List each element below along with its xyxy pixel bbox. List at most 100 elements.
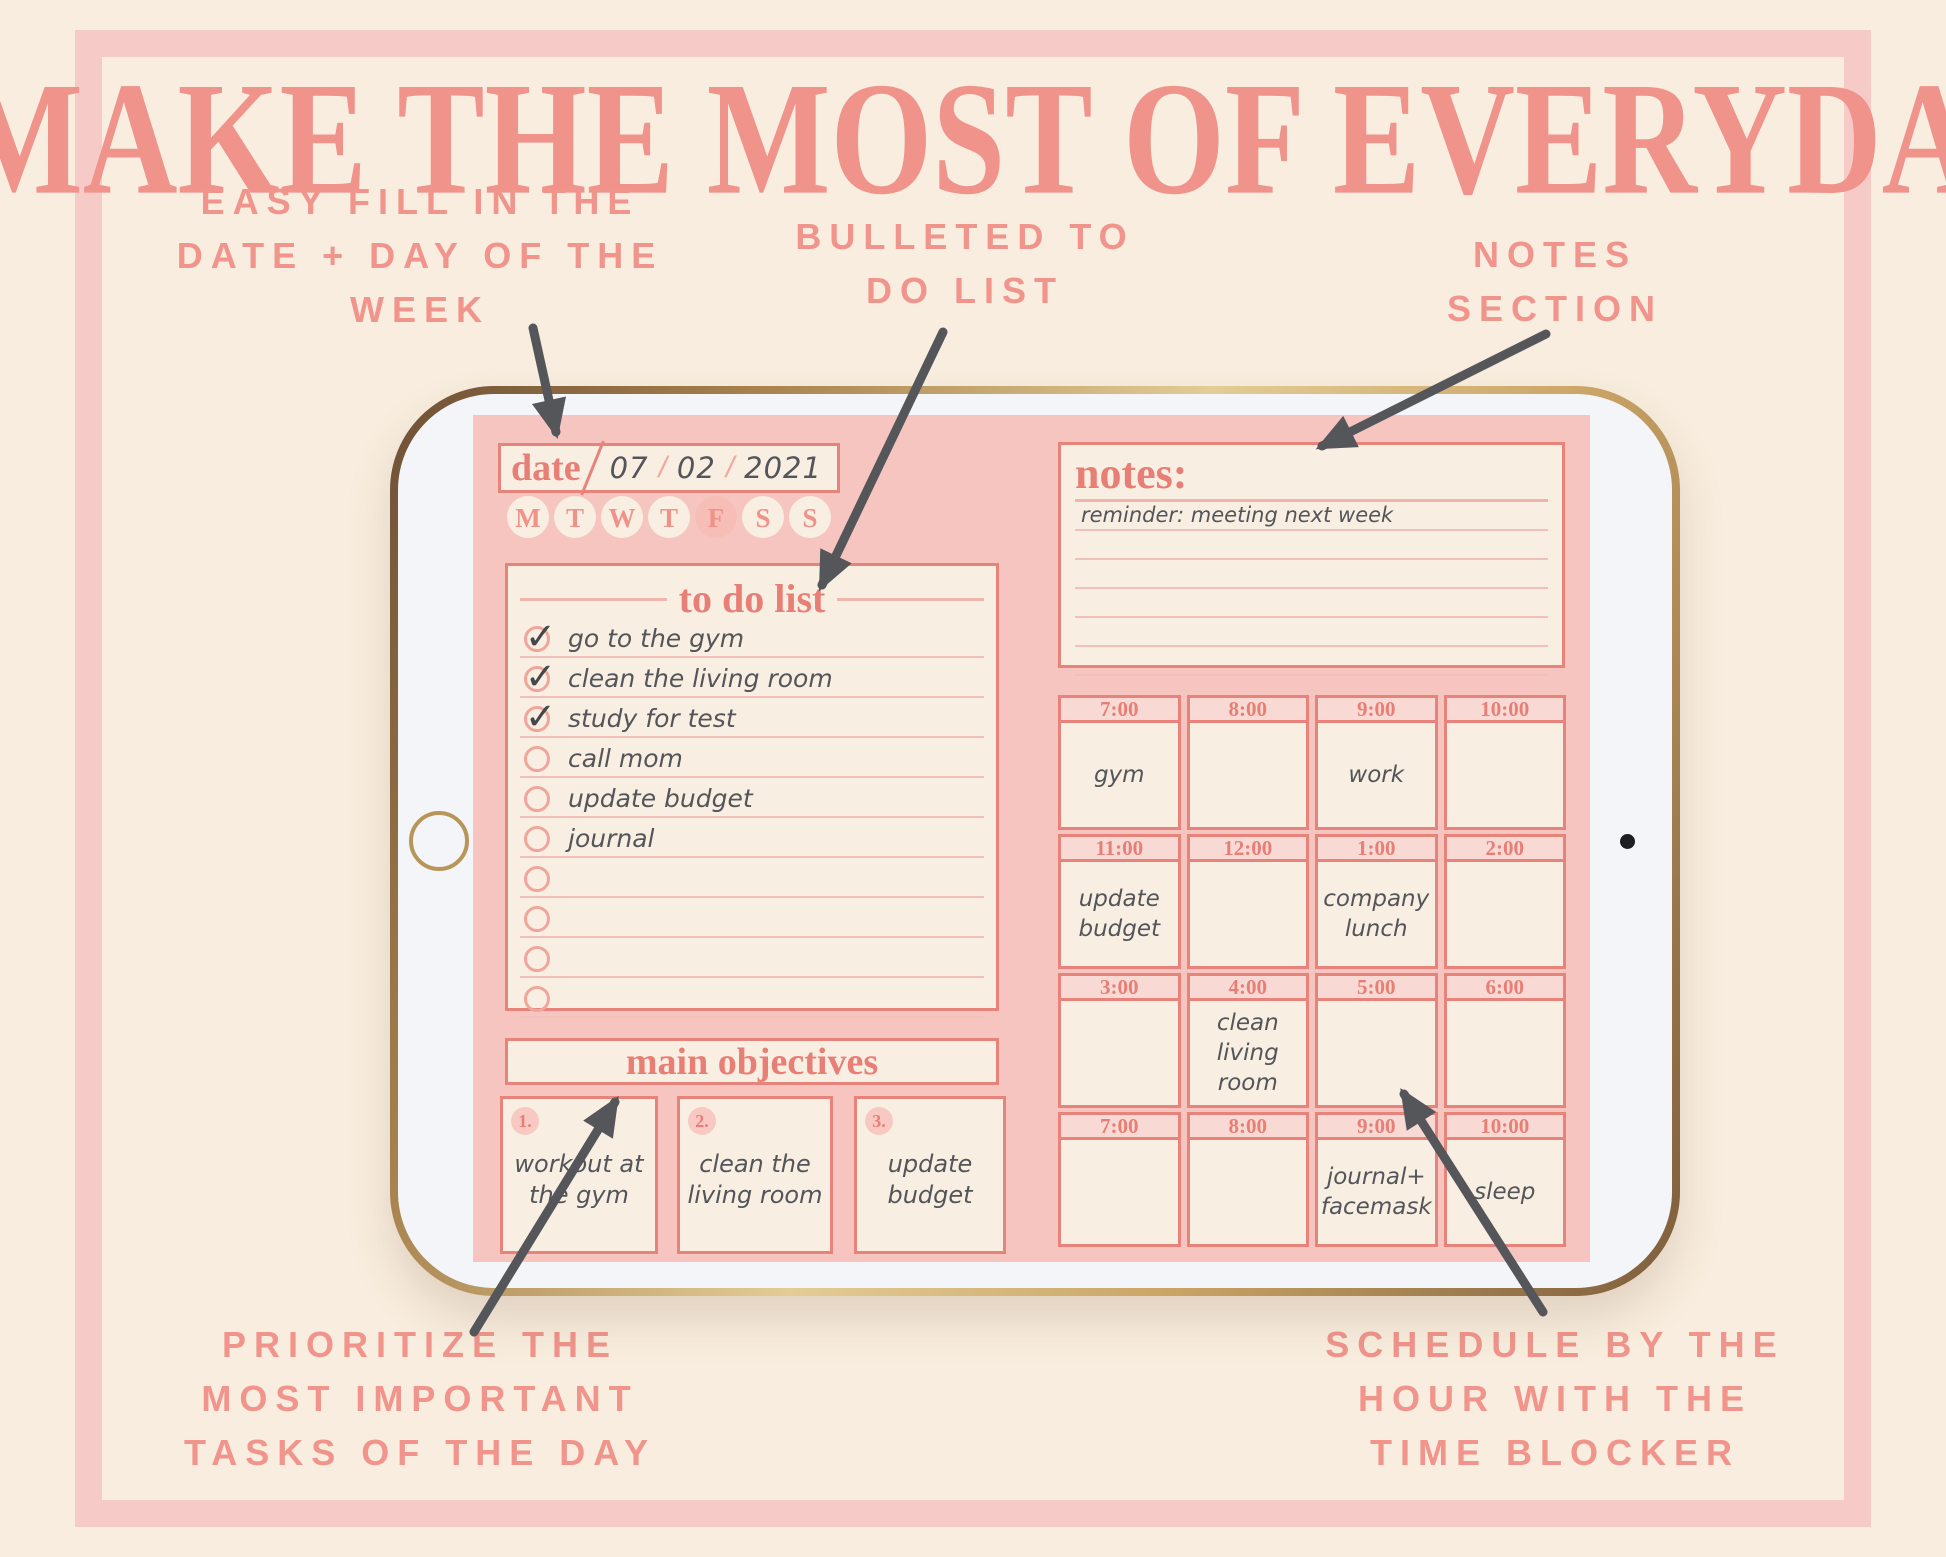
page-title: MAKE THE MOST OF EVERYDAY.: [0, 50, 1946, 229]
date-divider-slash: [579, 440, 605, 496]
time-cell[interactable]: [1058, 998, 1181, 1108]
todo-item[interactable]: ✓ clean the living room: [520, 655, 984, 698]
objective-number-badge: 3.: [865, 1107, 893, 1135]
time-cell[interactable]: [1443, 720, 1566, 830]
checkbox-circle[interactable]: ✓: [524, 746, 550, 772]
notes-title: notes:: [1075, 451, 1548, 502]
hour-label: 3:00: [1058, 973, 1181, 999]
time-blocker-row: 7:00 8:00 9:00 10:00 gym work: [1058, 695, 1566, 830]
weekday-row: M T W T F S S: [473, 487, 853, 547]
weekday-thursday[interactable]: T: [648, 496, 690, 538]
checkbox-circle[interactable]: ✓: [524, 655, 556, 698]
annotation-line: DATE + DAY OF THE: [176, 235, 664, 276]
weekday-wednesday[interactable]: W: [601, 496, 643, 538]
date-box[interactable]: date 07 / 02 / 2021: [498, 440, 840, 496]
todo-list-title: to do list: [520, 579, 984, 619]
time-blocker-row: 11:00 12:00 1:00 2:00 update budget comp…: [1058, 834, 1566, 969]
todo-item[interactable]: ✓ update budget: [520, 778, 984, 818]
date-label: date: [511, 447, 581, 489]
annotation-bulleted-todo: BULLETED TO DO LIST: [720, 210, 1210, 318]
tablet-screen: date 07 / 02 / 2021 M T W T F S S: [398, 394, 1672, 1288]
hour-label: 9:00: [1315, 695, 1438, 721]
time-cell[interactable]: company lunch: [1315, 859, 1438, 969]
objective-box-1[interactable]: 1. workout at the gym: [500, 1096, 658, 1254]
annotation-prioritize: PRIORITIZE THE MOST IMPORTANT TASKS OF T…: [120, 1318, 720, 1480]
time-cell[interactable]: [1443, 998, 1566, 1108]
notes-line[interactable]: [1075, 589, 1548, 618]
weekday-friday-selected[interactable]: F: [686, 487, 746, 547]
notes-line[interactable]: [1075, 560, 1548, 589]
weekday-saturday[interactable]: S: [742, 496, 784, 538]
notes-line[interactable]: [1075, 618, 1548, 647]
checkbox-circle[interactable]: ✓: [524, 695, 556, 738]
annotation-line: TIME BLOCKER: [1370, 1432, 1740, 1473]
annotation-line: SCHEDULE BY THE: [1325, 1324, 1785, 1365]
notes-line[interactable]: [1075, 647, 1548, 676]
todo-item-empty[interactable]: [520, 898, 984, 938]
checkbox-circle[interactable]: [524, 866, 550, 892]
weekday-monday[interactable]: M: [507, 496, 549, 538]
time-cell[interactable]: update budget: [1058, 859, 1181, 969]
time-blocker-row: 3:00 4:00 5:00 6:00 clean living room: [1058, 973, 1566, 1108]
todo-item[interactable]: ✓ study for test: [520, 695, 984, 738]
hour-label: 6:00: [1443, 973, 1566, 999]
divider-line: [520, 597, 667, 601]
todo-item[interactable]: ✓ call mom: [520, 738, 984, 778]
notes-line[interactable]: reminder: meeting next week: [1075, 502, 1548, 531]
checkmark-icon: ✓: [525, 615, 557, 658]
main-objectives-header: main objectives: [505, 1038, 999, 1085]
hour-label: 12:00: [1186, 834, 1309, 860]
hour-label: 10:00: [1443, 695, 1566, 721]
date-month-field[interactable]: 07: [609, 451, 649, 485]
annotation-line: SECTION: [1446, 288, 1663, 329]
objective-box-3[interactable]: 3. update budget: [854, 1096, 1006, 1254]
checkmark-icon: ✓: [525, 695, 557, 738]
checkbox-circle[interactable]: [524, 906, 550, 932]
todo-item-empty[interactable]: [520, 858, 984, 898]
hour-label: 7:00: [1058, 695, 1181, 721]
home-button[interactable]: [409, 811, 469, 871]
time-cell[interactable]: sleep: [1443, 1137, 1566, 1247]
checkbox-circle[interactable]: [524, 986, 550, 1012]
objective-box-2[interactable]: 2. clean the living room: [677, 1096, 833, 1254]
slash-separator: /: [725, 451, 735, 484]
notes-box[interactable]: notes: reminder: meeting next week: [1058, 442, 1565, 676]
date-year-field[interactable]: 2021: [744, 451, 822, 485]
objective-number-badge: 1.: [511, 1107, 539, 1135]
checkbox-circle[interactable]: ✓: [524, 615, 556, 658]
date-day-field[interactable]: 02: [676, 451, 716, 485]
hour-label: 5:00: [1315, 973, 1438, 999]
checkbox-circle[interactable]: ✓: [524, 786, 550, 812]
todo-item-empty[interactable]: [520, 938, 984, 978]
todo-item[interactable]: ✓ go to the gym: [520, 615, 984, 658]
time-cell[interactable]: [1186, 720, 1309, 830]
time-cell[interactable]: [1186, 1137, 1309, 1247]
annotation-line: PRIORITIZE THE: [221, 1324, 618, 1365]
weekday-tuesday[interactable]: T: [554, 496, 596, 538]
todo-item-empty[interactable]: [520, 978, 984, 1018]
annotation-line: MOST IMPORTANT: [201, 1378, 639, 1419]
hour-label: 10:00: [1443, 1112, 1566, 1138]
time-cell[interactable]: clean living room: [1186, 998, 1309, 1108]
time-blocker-row: 7:00 8:00 9:00 10:00 journal+ facemask s…: [1058, 1112, 1566, 1247]
checkbox-circle[interactable]: ✓: [524, 826, 550, 852]
hour-label: 11:00: [1058, 834, 1181, 860]
time-cell[interactable]: [1186, 859, 1309, 969]
time-cell[interactable]: [1315, 998, 1438, 1108]
time-cell[interactable]: [1443, 859, 1566, 969]
notes-line[interactable]: [1075, 531, 1548, 560]
time-cell[interactable]: work: [1315, 720, 1438, 830]
hour-label: 2:00: [1443, 834, 1566, 860]
todo-item[interactable]: ✓ journal: [520, 818, 984, 858]
time-cell[interactable]: [1058, 1137, 1181, 1247]
hour-label: 4:00: [1186, 973, 1309, 999]
checkbox-circle[interactable]: [524, 946, 550, 972]
checkmark-icon: ✓: [525, 655, 557, 698]
hour-label: 7:00: [1058, 1112, 1181, 1138]
time-cell[interactable]: gym: [1058, 720, 1181, 830]
annotation-notes-section: NOTES SECTION: [1340, 228, 1770, 336]
weekday-sunday[interactable]: S: [789, 496, 831, 538]
time-cell[interactable]: journal+ facemask: [1315, 1137, 1438, 1247]
annotation-schedule: SCHEDULE BY THE HOUR WITH THE TIME BLOCK…: [1255, 1318, 1855, 1480]
